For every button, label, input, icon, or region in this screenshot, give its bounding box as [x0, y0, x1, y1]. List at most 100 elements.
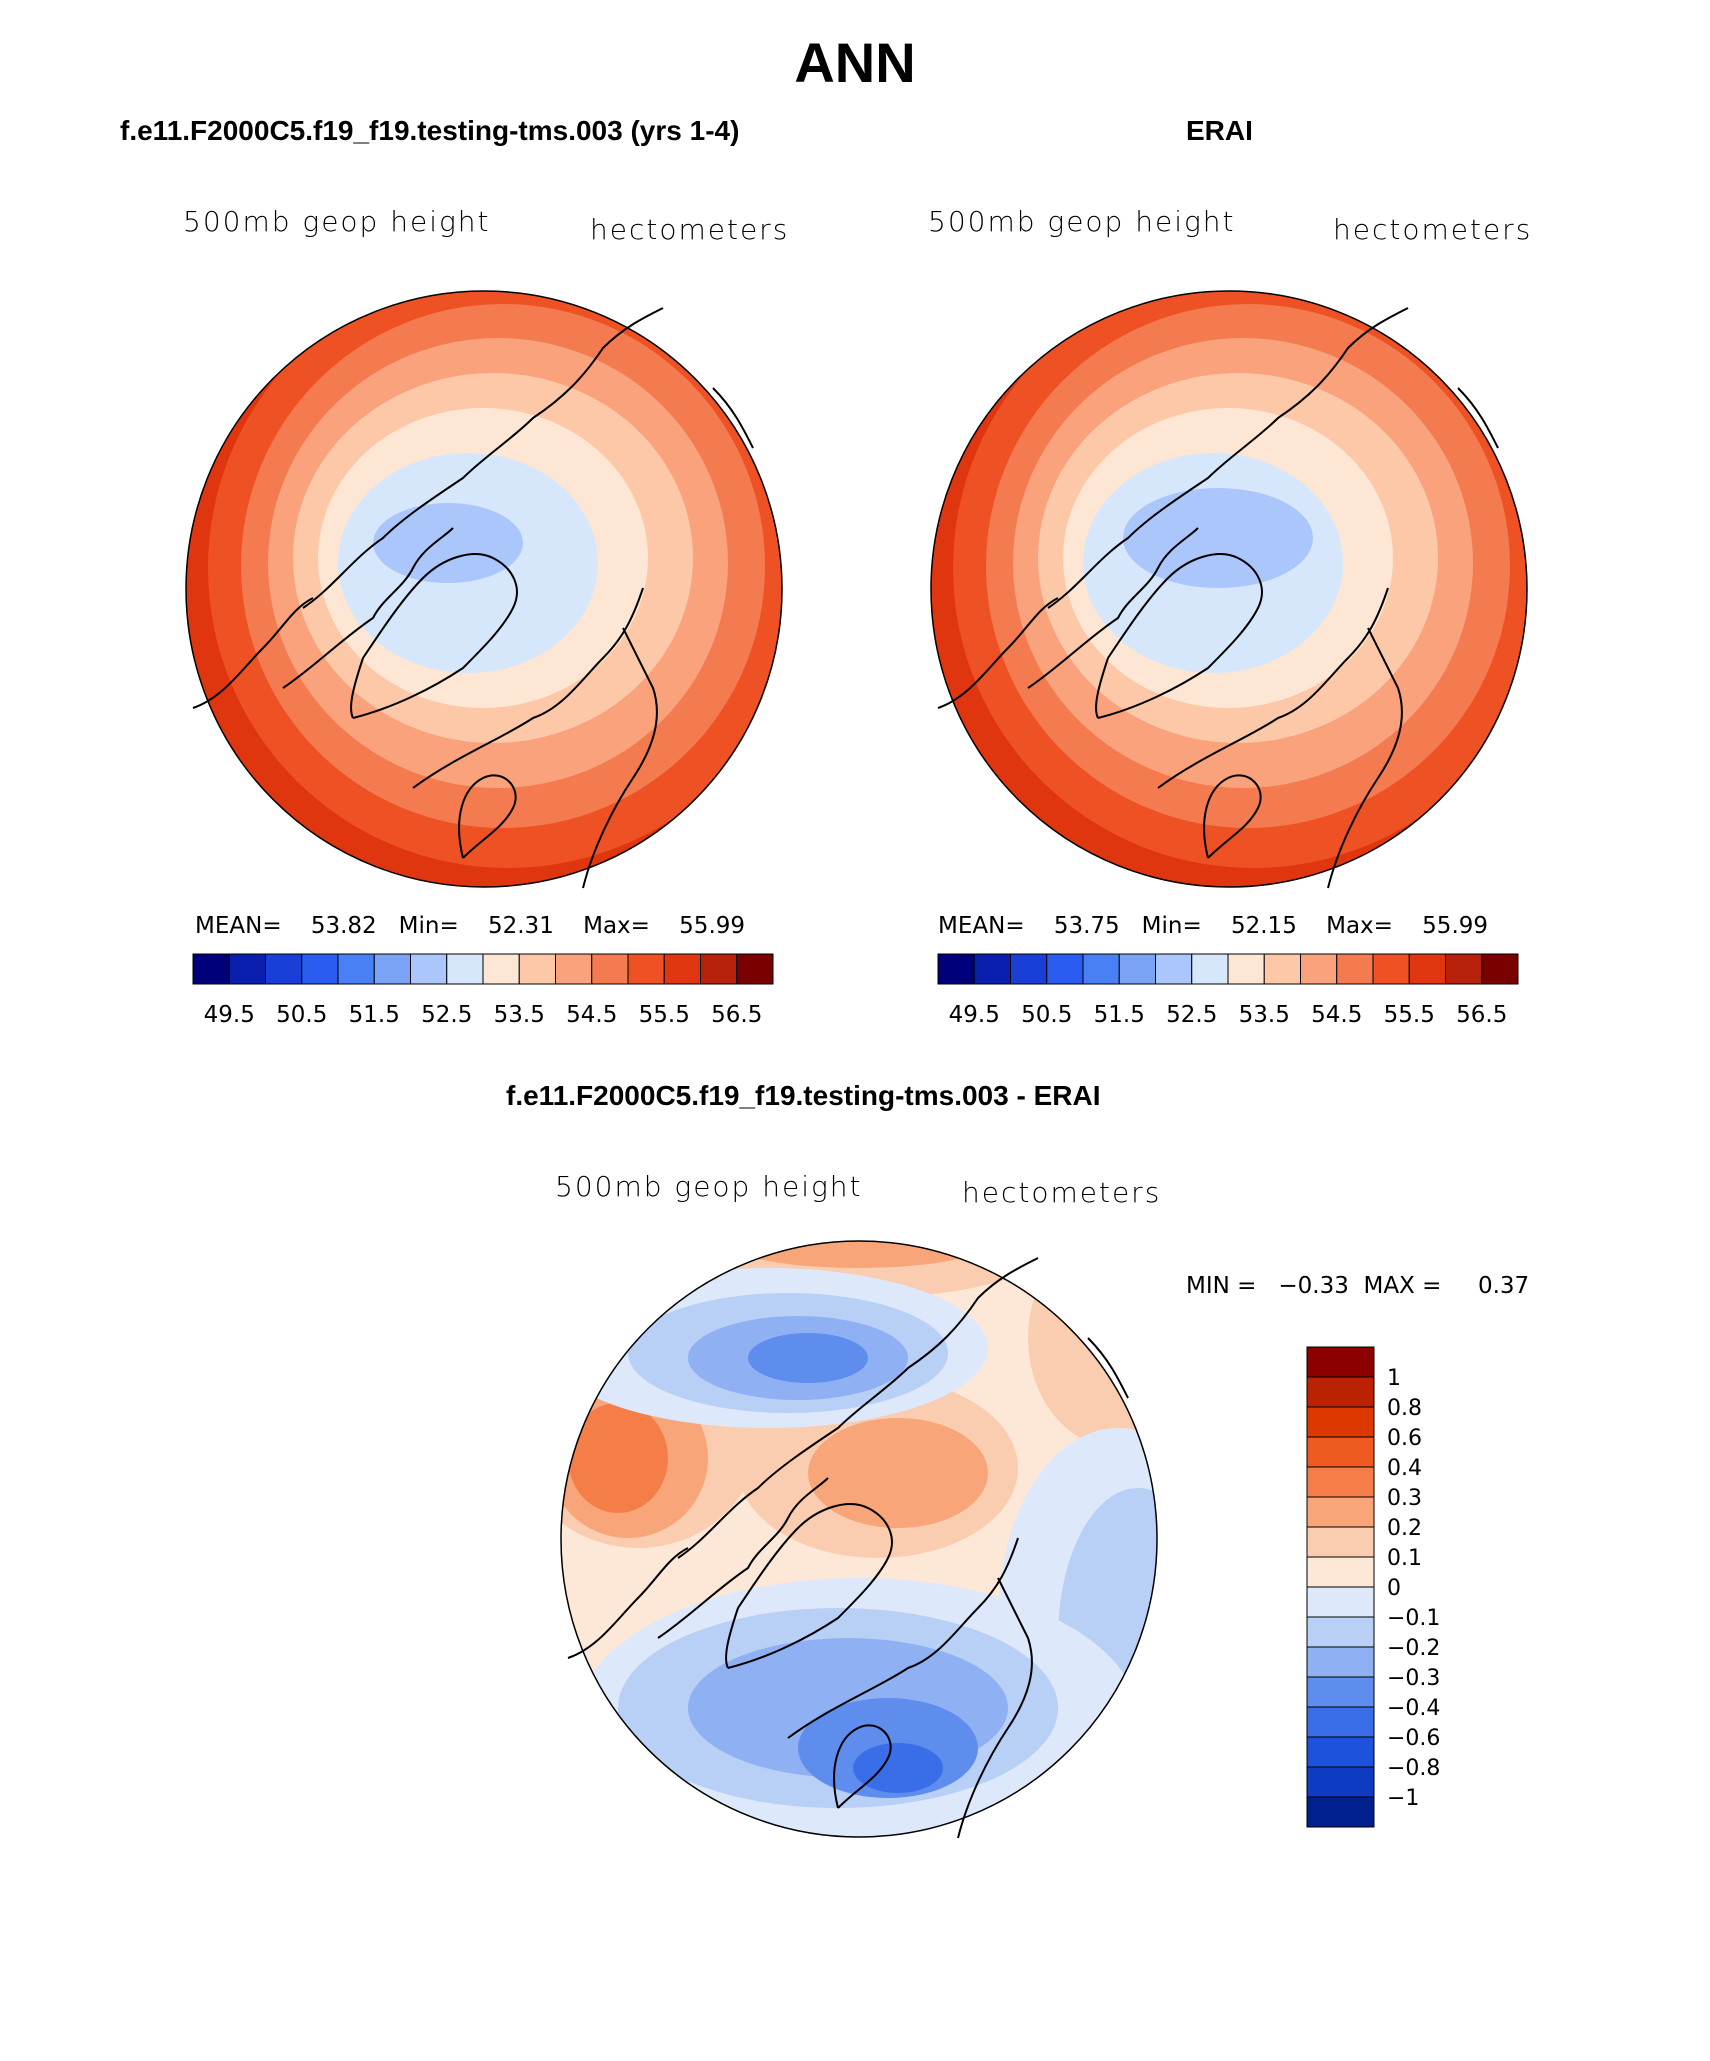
colorbar-tick-label: −1 — [1387, 1786, 1419, 1811]
colorbar-tick-label: 51.5 — [1094, 1002, 1145, 1028]
mean-value: 53.75 — [1053, 913, 1120, 939]
coastline — [350, 553, 518, 719]
colorbar-tick-label: 0.2 — [1387, 1516, 1422, 1541]
colorbar-tick-label: 53.5 — [494, 1002, 545, 1028]
colorbar-box — [518, 953, 556, 985]
colorbar-box — [1082, 953, 1120, 985]
coastlines — [567, 1257, 1129, 1839]
coastline — [1327, 627, 1403, 889]
coastline — [567, 1547, 689, 1659]
colorbar-box — [1445, 953, 1483, 985]
min-label: Min= — [1141, 913, 1202, 939]
colorbar-box — [1306, 1586, 1375, 1618]
colorbar-box — [1263, 953, 1301, 985]
page-title: ANN — [794, 31, 916, 94]
colorbar-tick-label: 54.5 — [566, 1002, 617, 1028]
contour-band — [808, 1418, 988, 1528]
coastline — [1027, 527, 1199, 689]
colorbar-box — [1155, 953, 1193, 985]
colorbar-box — [1300, 953, 1338, 985]
contour-band — [373, 503, 523, 583]
colorbar-box — [1306, 1466, 1375, 1498]
colorbar-tick-label: 0.8 — [1387, 1396, 1422, 1421]
panel-3-stats: MIN = −0.33 MAX = 0.37 — [1186, 1273, 1529, 1299]
coastline — [957, 1577, 1033, 1839]
coastline — [657, 1477, 829, 1639]
colorbar-box — [1227, 953, 1265, 985]
colorbar-box — [1306, 1646, 1375, 1678]
colorbar-tick-label: 50.5 — [1021, 1002, 1072, 1028]
mean-label: MEAN= — [938, 913, 1025, 939]
coastline — [725, 1503, 893, 1669]
colorbar-box — [591, 953, 629, 985]
colorbar-tick-label: 0.4 — [1387, 1456, 1422, 1481]
colorbar-tick-label: 0.6 — [1387, 1426, 1422, 1451]
colorbar-box — [937, 953, 975, 985]
colorbar-box — [228, 953, 266, 985]
colorbar-box — [1306, 1376, 1375, 1408]
coastline — [1087, 1337, 1129, 1399]
colorbar-box — [192, 953, 230, 985]
coastline — [302, 307, 664, 609]
colorbar-tick-label: −0.3 — [1387, 1666, 1440, 1691]
coastline — [1157, 587, 1389, 789]
map-boundary — [560, 1240, 1158, 1838]
panel-1-map — [185, 290, 783, 889]
min-value: 52.15 — [1230, 913, 1297, 939]
coastline — [458, 774, 517, 859]
panel-1-colorbar: 49.5 50.5 51.5 52.5 53.5 54.5 55.5 56.5 — [192, 953, 774, 1028]
panel-3-variable: 500mb geop height — [555, 1170, 863, 1203]
colorbar-box — [1306, 1346, 1375, 1378]
colorbar-box — [555, 953, 593, 985]
colorbar-tick-label: 55.5 — [1384, 1002, 1435, 1028]
colorbar-box — [1306, 1766, 1375, 1798]
panel-2-stats: MEAN= 53.75 Min= 52.15 Max= 55.99 — [938, 913, 1488, 939]
max-label: Max= — [1326, 913, 1393, 939]
panel-3-units: hectometers — [962, 1176, 1162, 1209]
coastline — [582, 627, 658, 889]
colorbar-box — [1046, 953, 1084, 985]
colorbar-tick-label: 0.1 — [1387, 1546, 1422, 1571]
colorbar-box — [736, 953, 774, 985]
coastlines — [192, 307, 754, 889]
colorbar-box — [1306, 1616, 1375, 1648]
panel-2-title: ERAI — [1186, 115, 1253, 146]
coastline — [1095, 553, 1263, 719]
panel-3-title: f.e11.F2000C5.f19_f19.testing-tms.003 - … — [506, 1080, 1101, 1111]
mean-label: MEAN= — [195, 913, 282, 939]
coastline — [282, 527, 454, 689]
colorbar-tick-label: 52.5 — [1166, 1002, 1217, 1028]
colorbar-box — [1306, 1796, 1375, 1828]
contour-band — [748, 1333, 868, 1383]
coastline — [1203, 774, 1262, 859]
colorbar-tick-label: 55.5 — [639, 1002, 690, 1028]
colorbar-box — [627, 953, 665, 985]
colorbar-tick-label: 53.5 — [1239, 1002, 1290, 1028]
panel-2-units: hectometers — [1333, 213, 1533, 246]
coastline — [787, 1537, 1019, 1739]
max-value: 55.99 — [1422, 913, 1489, 939]
coastline — [833, 1724, 892, 1809]
colorbar-tick-label: 56.5 — [711, 1002, 762, 1028]
colorbar-tick-label: 49.5 — [949, 1002, 1000, 1028]
min-value: 52.31 — [487, 913, 554, 939]
colorbar-tick-label: 50.5 — [276, 1002, 327, 1028]
colorbar-tick-label: 0.3 — [1387, 1486, 1422, 1511]
colorbar-box — [700, 953, 738, 985]
colorbar-box — [1481, 953, 1519, 985]
colorbar-tick-label: −0.4 — [1387, 1696, 1440, 1721]
colorbar-box — [482, 953, 520, 985]
colorbar-box — [1191, 953, 1229, 985]
min-label: MIN = — [1186, 1273, 1257, 1299]
panel-2-colorbar: 49.5 50.5 51.5 52.5 53.5 54.5 55.5 56.5 — [937, 953, 1519, 1028]
map-boundary — [185, 290, 783, 888]
coastline — [677, 1257, 1039, 1559]
colorbar-box — [1336, 953, 1374, 985]
colorbar-box — [1306, 1526, 1375, 1558]
max-value: 0.37 — [1477, 1273, 1530, 1299]
contour-band — [853, 1743, 943, 1793]
coastlines — [937, 307, 1499, 889]
colorbar-box — [1118, 953, 1156, 985]
panel-2-map — [930, 290, 1528, 889]
colorbar-box — [1306, 1496, 1375, 1528]
